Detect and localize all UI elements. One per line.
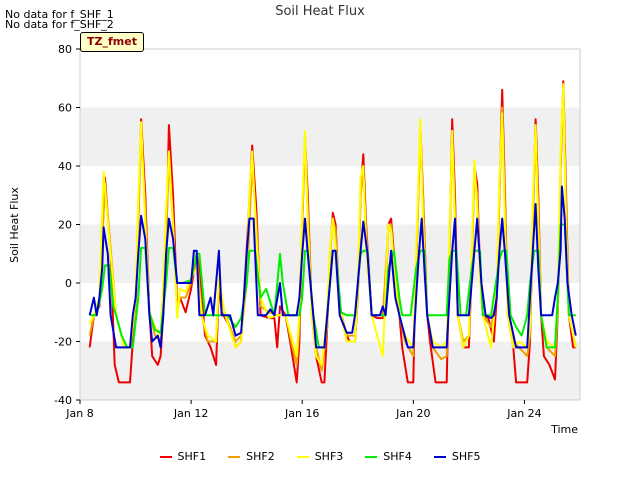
x-tick-label: Jan 12: [173, 407, 208, 420]
site-badge: TZ_fmet: [80, 32, 144, 52]
legend-swatch: [296, 455, 309, 458]
legend-item-shf5: SHF5: [433, 450, 481, 463]
grid-band: [80, 341, 580, 400]
legend-item-shf2: SHF2: [228, 450, 275, 463]
grid-band: [80, 166, 580, 225]
legend-swatch: [433, 455, 446, 458]
y-tick-label: 40: [58, 160, 72, 173]
y-axis-label: Soil Heat Flux: [8, 187, 21, 263]
legend: SHF1 SHF2 SHF3 SHF4 SHF5: [0, 450, 640, 463]
x-tick-label: Jan 20: [395, 407, 430, 420]
legend-item-shf3: SHF3: [296, 450, 344, 463]
y-axis: -40 -20 0 20 40 60 80: [54, 43, 80, 407]
y-tick-label: -40: [54, 394, 72, 407]
y-tick-label: 20: [58, 219, 72, 232]
legend-item-shf1: SHF1: [159, 450, 207, 463]
legend-label: SHF3: [314, 450, 344, 463]
x-tick-label: Jan 8: [65, 407, 93, 420]
y-tick-label: -20: [54, 336, 72, 349]
legend-label: SHF2: [246, 450, 275, 463]
no-data-note-2: No data for f_SHF_2: [5, 18, 114, 31]
y-tick-label: 80: [58, 43, 72, 56]
no-data-note-1: No data for f_SHF_1: [5, 8, 114, 21]
legend-label: SHF5: [451, 450, 481, 463]
legend-label: SHF1: [177, 450, 207, 463]
x-tick-label: Jan 24: [506, 407, 541, 420]
legend-label: SHF4: [383, 450, 412, 463]
x-tick-label: Jan 16: [284, 407, 319, 420]
series-lines: [88, 80, 577, 384]
series-line-shf3: [88, 83, 577, 366]
x-axis-label: Time: [550, 423, 578, 436]
y-tick-label: 0: [65, 277, 72, 290]
legend-item-shf4: SHF4: [365, 450, 412, 463]
x-axis: Jan 8 Jan 12 Jan 16 Jan 20 Jan 24: [65, 400, 542, 420]
legend-swatch: [159, 455, 172, 458]
y-tick-label: 60: [58, 102, 72, 115]
grid-band: [80, 49, 580, 108]
legend-swatch: [228, 455, 241, 458]
grid-band: [80, 107, 580, 166]
chart-title: Soil Heat Flux: [275, 4, 365, 19]
legend-swatch: [365, 455, 378, 458]
series-line-shf5: [88, 185, 577, 349]
